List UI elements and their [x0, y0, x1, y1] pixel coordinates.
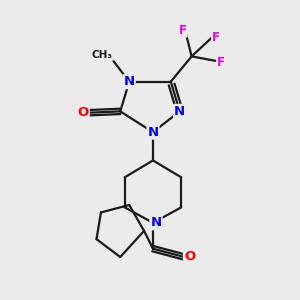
Text: F: F	[212, 31, 220, 44]
Text: N: N	[150, 216, 161, 229]
Text: O: O	[184, 250, 195, 263]
Text: N: N	[147, 126, 158, 139]
Text: F: F	[179, 24, 187, 37]
Text: N: N	[174, 105, 185, 118]
Text: N: N	[124, 75, 135, 88]
Text: CH₃: CH₃	[92, 50, 113, 60]
Text: F: F	[217, 56, 225, 69]
Text: O: O	[77, 106, 89, 119]
